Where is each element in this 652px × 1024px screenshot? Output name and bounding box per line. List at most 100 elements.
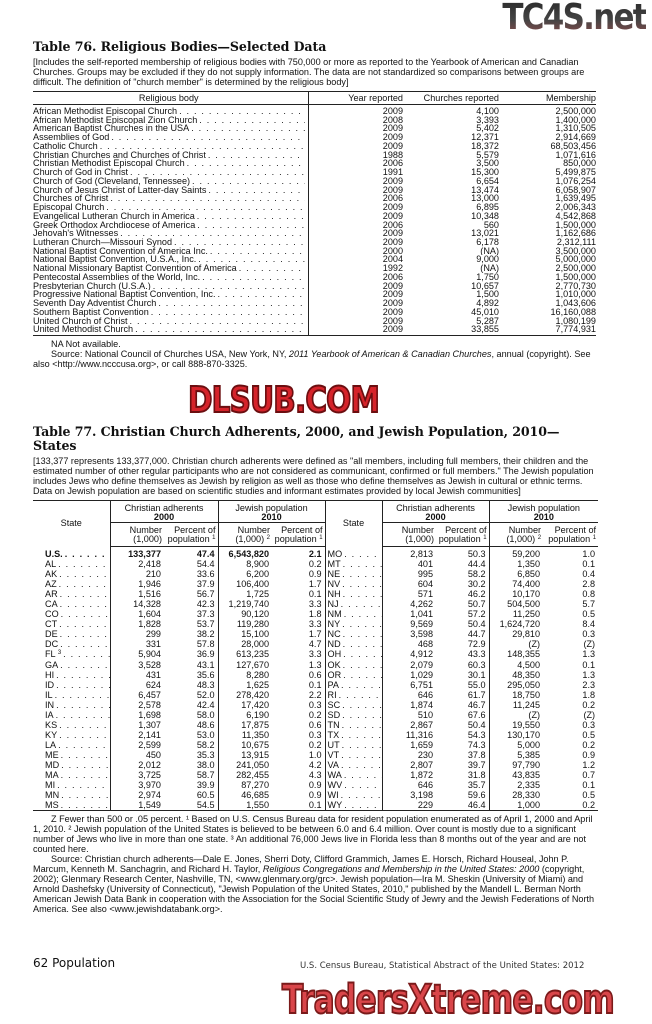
churches-reported-cell: 1,500	[476, 290, 499, 300]
jewish-percent-cell: 0.3	[308, 699, 322, 710]
dot-leader: . . . . . . . . . . . . . . . . . . . . …	[341, 729, 381, 740]
christian-percent-cell: 50.4	[467, 619, 486, 630]
jewish-percent-cell: 1.7	[308, 579, 322, 590]
state-name: OR . . . . . . . . . . . . . . . . . . .…	[326, 670, 382, 680]
religious-body-cell: Seventh Day Adventist Church . . . . . .…	[33, 299, 309, 308]
dot-leader: . . . . . . . . . . . . . . . . . . . . …	[341, 679, 382, 690]
churches-reported-cell: 10,657	[471, 281, 499, 291]
state-cell: U.S. . . . . . . . . . . . . . . . . . .…	[33, 547, 110, 560]
header-line1: Percent of	[174, 525, 216, 535]
christian-percent-cell: 43.1	[196, 659, 215, 670]
jewish-number-cell: 278,420	[217, 689, 273, 700]
jewish-percent-cell: 5.7	[582, 599, 596, 610]
religious-body-name: Christian Churches and Churches of Chris…	[33, 151, 305, 160]
table-row: Catholic Church . . . . . . . . . . . . …	[33, 141, 596, 151]
christian-percent-cell: 54.4	[196, 559, 215, 570]
jewish-percent-cell: 1.8	[582, 689, 596, 700]
christian-percent-cell: 33.6	[196, 569, 215, 580]
state-name: NC . . . . . . . . . . . . . . . . . . .…	[326, 629, 382, 639]
state-name: SC . . . . . . . . . . . . . . . . . . .…	[326, 700, 382, 710]
header-christian-adherents-right-label: Christian adherents	[396, 503, 475, 513]
christian-percent-cell: 58.7	[196, 770, 215, 781]
religious-body-name: Evangelical Lutheran Church in America .…	[33, 212, 305, 221]
source-publication-title: Religious Congregations and Membership i…	[262, 864, 540, 875]
dot-leader: . . . . . . . . . . . . . . . . . . . . …	[197, 220, 304, 230]
jewish-percent-cell: 1.8	[308, 609, 322, 620]
footnote-marker: 2	[537, 535, 542, 541]
christian-number-cell: 4,262	[381, 599, 437, 610]
state-name: LA . . . . . . . . . . . . . . . . . . .…	[33, 740, 110, 750]
dot-leader: . . . . . . . . . . . . . . . . . . . . …	[111, 133, 304, 142]
header-christian-adherents-right: Christian adherents 2000	[381, 500, 490, 523]
jewish-number-cell: 1,000	[488, 800, 544, 811]
state-cell: VT . . . . . . . . . . . . . . . . . . .…	[324, 749, 383, 760]
religious-body-name: Progressive National Baptist Convention,…	[33, 290, 305, 299]
christian-number-cell: 1,946	[109, 579, 164, 590]
year-reported-cell: 2009	[382, 106, 403, 116]
christian-percent-cell: 46.2	[467, 589, 486, 600]
christian-percent-cell: 67.6	[467, 709, 486, 720]
state-cell: NY . . . . . . . . . . . . . . . . . . .…	[324, 619, 383, 630]
header-percent: Percent of population 1	[436, 522, 490, 547]
state-name: DC . . . . . . . . . . . . . . . . . . .…	[33, 639, 110, 649]
jewish-percent-cell: 1.3	[582, 669, 596, 680]
state-cell: CT . . . . . . . . . . . . . . . . . . .…	[33, 619, 110, 629]
state-cell: FL 3 . . . . . . . . . . . . . . . . . .…	[33, 649, 110, 659]
christian-number-cell: 1,041	[381, 609, 437, 620]
religious-body-label: National Baptist Convention, U.S.A., Inc…	[33, 255, 197, 265]
state-label: FL 3	[33, 649, 61, 659]
dot-leader: . . . . . . . . . . . . . . . . . . . . …	[217, 290, 304, 300]
state-label: WI	[326, 790, 339, 800]
state-name: MS . . . . . . . . . . . . . . . . . . .…	[33, 800, 110, 810]
christian-number-cell: 646	[381, 780, 437, 791]
dot-leader: . . . . . . . . . . . . . . . . . . . . …	[58, 739, 109, 750]
christian-number-cell: 995	[381, 569, 437, 580]
churches-reported-cell: 4,100	[476, 106, 499, 116]
christian-number-cell: 1,516	[109, 589, 164, 600]
membership-cell: 16,160,088	[550, 307, 596, 317]
state-cell: AZ . . . . . . . . . . . . . . . . . . .…	[33, 579, 110, 589]
state-abbr: AK	[45, 569, 58, 580]
dot-leader: . . . . . . . . . . . . . . . . . . . . …	[58, 559, 109, 570]
state-name: TX . . . . . . . . . . . . . . . . . . .…	[326, 730, 382, 740]
state-abbr: NC	[327, 629, 341, 640]
christian-number-cell: 2,807	[381, 759, 437, 771]
dlsub-watermark-logo: DLSUB.COM	[187, 380, 380, 421]
jewish-percent-cell: 0.3	[582, 629, 596, 640]
table-row: U.S. . . . . . . . . . . . . . . . . . .…	[33, 546, 598, 560]
jewish-percent-cell: 2.3	[582, 679, 596, 690]
state-label: UT	[326, 740, 340, 750]
state-name: RI . . . . . . . . . . . . . . . . . . .…	[326, 690, 382, 700]
jewish-percent-cell: 0.2	[308, 559, 322, 570]
table-row: Assemblies of God . . . . . . . . . . . …	[33, 133, 596, 142]
jewish-percent-cell: 0.1	[582, 559, 596, 570]
religious-body-name: United Methodist Church . . . . . . . . …	[33, 325, 305, 334]
state-name: WI . . . . . . . . . . . . . . . . . . .…	[326, 790, 382, 800]
dot-leader: . . . . . . . . . . . . . . . . . . . . …	[129, 316, 305, 326]
table-row: African Methodist Episcopal Zion Church …	[33, 115, 596, 125]
state-name: GA . . . . . . . . . . . . . . . . . . .…	[33, 660, 110, 670]
dot-leader: . . . . . . . . . . . . . . . . . . . . …	[59, 589, 110, 600]
churches-reported-cell: 3,500	[476, 159, 499, 169]
table-row: CO . . . . . . . . . . . . . . . . . . .…	[33, 609, 598, 620]
christian-number-cell: 450	[109, 749, 164, 760]
membership-cell: 3,500,000	[555, 246, 596, 256]
table-77-body: U.S. . . . . . . . . . . . . . . . . . .…	[33, 546, 598, 811]
header-line2-text: (1,000)	[405, 534, 435, 544]
state-cell: WA . . . . . . . . . . . . . . . . . . .…	[324, 770, 383, 781]
religious-body-name: Pentecostal Assemblies of the World, Inc…	[33, 273, 305, 282]
state-cell: ID . . . . . . . . . . . . . . . . . . .…	[33, 680, 110, 690]
state-name: ME . . . . . . . . . . . . . . . . . . .…	[33, 750, 110, 760]
churches-reported-cell: 560	[483, 220, 499, 230]
state-label: RI	[326, 690, 337, 700]
header-number: Number (1,000) 2	[217, 522, 273, 547]
christian-number-cell: 1,874	[381, 699, 437, 710]
header-membership: Membership	[499, 91, 596, 105]
christian-percent-cell: 43.3	[467, 649, 486, 660]
dot-leader: . . . . . . . . . . . . . . . . . . . . …	[60, 749, 110, 760]
jewish-number-cell: 119,280	[217, 619, 273, 630]
footnote-marker: 1	[483, 535, 487, 541]
table-row: ID . . . . . . . . . . . . . . . . . . .…	[33, 679, 598, 690]
state-name: IL . . . . . . . . . . . . . . . . . . .…	[33, 690, 110, 700]
dot-leader: . . . . . . . . . . . . . . . . . . . . …	[59, 569, 109, 580]
